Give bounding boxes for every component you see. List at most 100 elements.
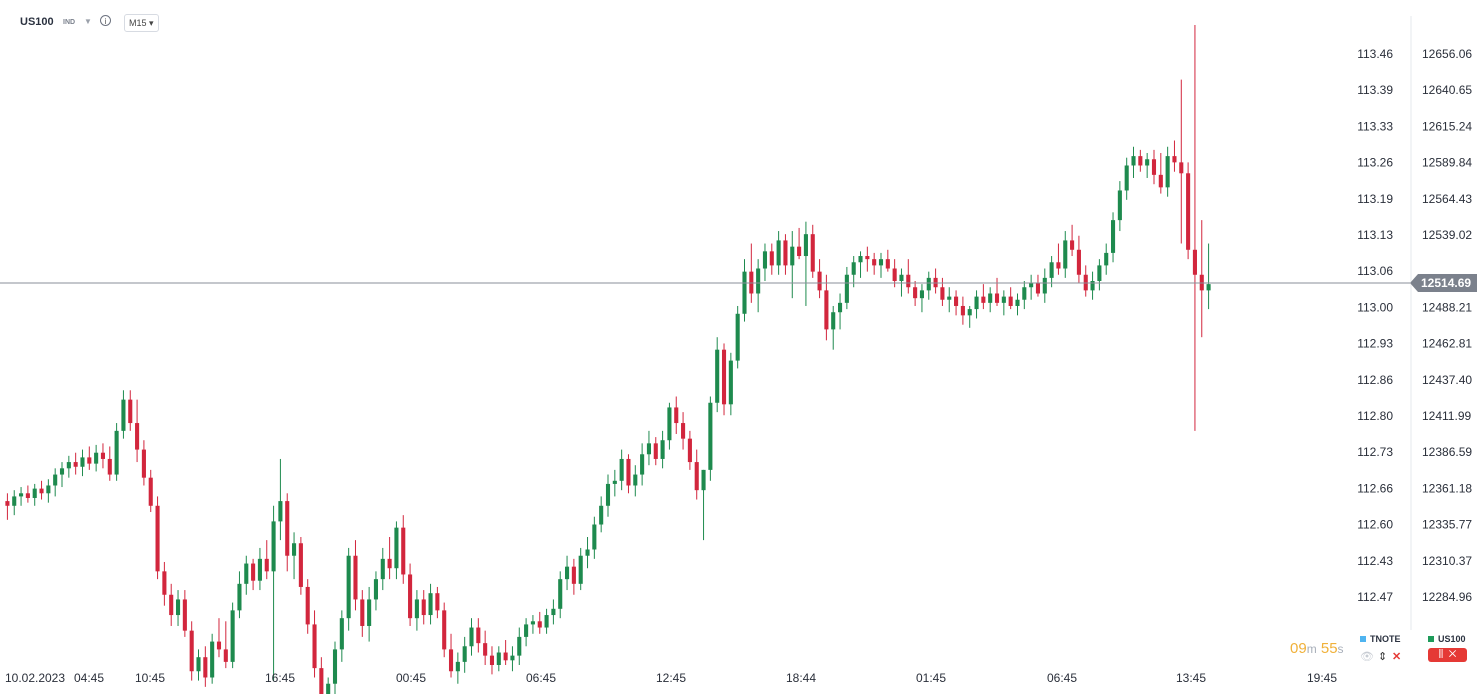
candle-body: [551, 608, 556, 616]
candle: [196, 649, 201, 681]
candle-body: [251, 563, 256, 581]
candle-body: [565, 566, 570, 580]
candle: [667, 402, 672, 450]
candle: [885, 249, 890, 272]
candle: [1131, 146, 1136, 178]
candle: [640, 443, 645, 486]
candle: [626, 454, 631, 494]
candle-body: [455, 661, 460, 672]
candle: [319, 657, 324, 694]
candle-body: [353, 555, 358, 600]
reorder-icon[interactable]: ⇕: [1378, 651, 1388, 663]
candle-body: [1070, 240, 1075, 250]
candlestick-icon[interactable]: ⫼: [1438, 649, 1444, 660]
symbol-label[interactable]: US100: [20, 16, 54, 28]
candle: [148, 469, 153, 513]
candle: [503, 640, 508, 665]
legend-item-tnote[interactable]: TNOTE: [1360, 634, 1401, 644]
candle-body: [947, 296, 952, 300]
candle: [981, 284, 986, 310]
candle-body: [817, 271, 822, 291]
candle-body: [121, 399, 126, 431]
price-tick-left: 112.93: [1357, 337, 1393, 351]
candle-body: [496, 652, 501, 665]
candle: [674, 396, 679, 434]
candle: [721, 343, 727, 416]
candle-body: [803, 234, 808, 257]
candle-body: [578, 555, 583, 584]
candle-body: [360, 599, 365, 626]
candle: [926, 271, 931, 300]
price-tick-right: 12361.18: [1422, 481, 1472, 495]
price-tick-left: 113.00: [1357, 300, 1393, 314]
time-tick: 06:45: [526, 671, 556, 685]
candle: [141, 440, 146, 486]
candle-body: [878, 259, 884, 266]
candle: [155, 496, 160, 580]
candle: [756, 259, 761, 313]
candle: [435, 586, 440, 619]
candle-body: [1076, 249, 1081, 275]
timeframe-select[interactable]: M15 ▾: [124, 14, 159, 32]
candle-body: [1206, 284, 1211, 291]
candle-body: [401, 527, 406, 575]
candle: [175, 590, 181, 626]
candle: [599, 496, 604, 533]
candle-body: [292, 543, 297, 556]
candle-body: [571, 566, 576, 584]
candle-body: [210, 641, 215, 678]
candle-body: [373, 579, 379, 600]
candle: [1172, 140, 1177, 172]
candle: [285, 493, 290, 572]
candle-body: [135, 423, 140, 450]
candle: [169, 583, 174, 626]
candle-body: [865, 256, 870, 260]
candle: [373, 571, 379, 611]
candle-body: [189, 630, 194, 672]
candle-body: [100, 452, 106, 459]
info-icon[interactable]: i: [100, 15, 111, 26]
candle-body: [687, 438, 692, 463]
candle-body: [858, 256, 863, 263]
candle-body: [237, 583, 242, 611]
candle-body: [612, 480, 617, 484]
candle-body: [312, 624, 317, 669]
candle: [1083, 265, 1088, 297]
candle-body: [448, 649, 454, 672]
candle: [162, 561, 167, 606]
current-price-label: 12514.69: [1421, 276, 1471, 290]
candle: [483, 630, 488, 665]
candle: [940, 277, 945, 306]
candle-body: [169, 594, 174, 616]
candle: [1049, 256, 1054, 288]
close-icon[interactable]: ✕: [1448, 649, 1457, 660]
candle-body: [667, 407, 672, 441]
eye-icon[interactable]: 👁: [1360, 651, 1374, 663]
candle-body: [25, 493, 30, 498]
candle-body: [1008, 296, 1013, 306]
time-tick: 16:45: [265, 671, 295, 685]
candle: [824, 274, 829, 341]
candle: [39, 480, 44, 500]
candle-body: [428, 593, 433, 616]
candle: [783, 234, 788, 275]
candle-body: [1001, 296, 1006, 303]
candle-body: [264, 558, 269, 572]
candle-body: [1138, 156, 1143, 166]
candle: [53, 468, 58, 497]
us100-controls[interactable]: ⫼ ✕: [1428, 648, 1467, 662]
candle: [1022, 281, 1027, 310]
remove-tnote-icon[interactable]: ✕: [1392, 651, 1402, 663]
chevron-down-icon[interactable]: ▼: [84, 17, 92, 26]
legend-item-us100[interactable]: US100: [1428, 634, 1466, 644]
candle-body: [708, 402, 713, 470]
candle: [100, 443, 106, 469]
candle-body: [831, 312, 836, 330]
candle-body: [919, 290, 924, 299]
candle: [933, 268, 938, 294]
candle: [312, 610, 317, 678]
price-tick-right: 12615.24: [1422, 119, 1472, 133]
price-tick-right: 12589.84: [1422, 156, 1472, 170]
candle: [681, 412, 686, 450]
